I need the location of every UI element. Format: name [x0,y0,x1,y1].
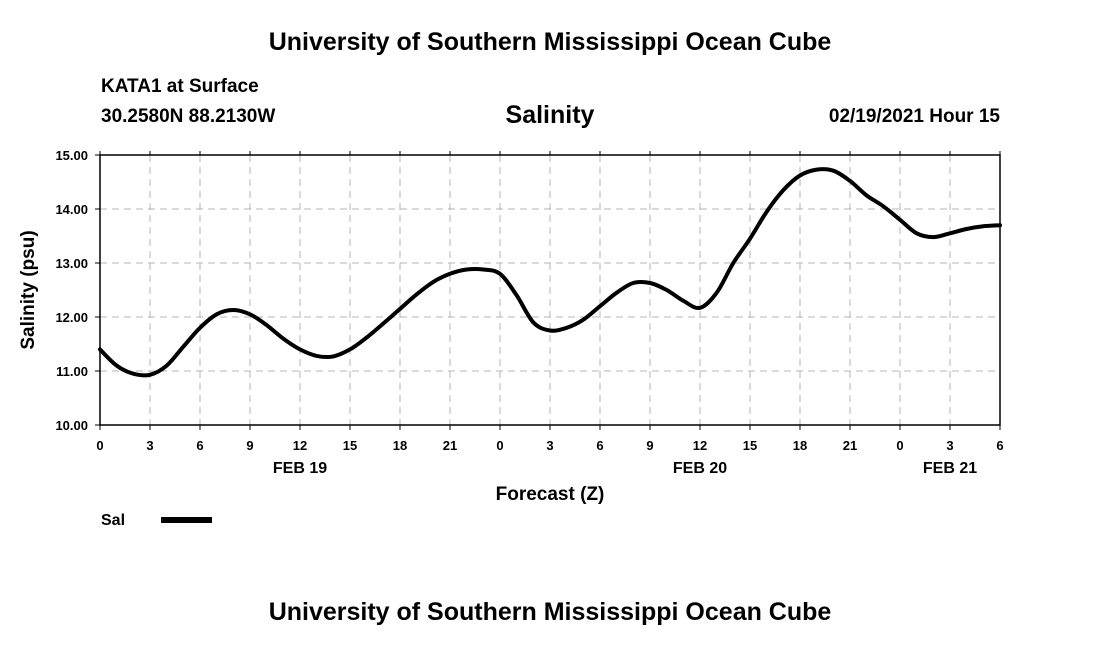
x-tick-label: 6 [196,438,203,453]
x-tick-label: 9 [246,438,253,453]
footer-title: University of Southern Mississippi Ocean… [268,598,832,626]
plot-frame [99,154,1001,426]
x-tick-label: 6 [996,438,1003,453]
grid-lines [100,155,1000,425]
y-tick-label: 10.00 [55,418,88,433]
y-axis-title: Salinity (psu) [18,230,39,349]
salinity-series-line [98,167,1002,378]
chart-title: Salinity [505,101,595,129]
x-axis-title: Forecast (Z) [496,484,605,505]
x-tick-label: 6 [596,438,603,453]
page-title: University of Southern Mississippi Ocean… [268,28,832,56]
x-tick-label: 15 [343,438,357,453]
y-tick-label: 12.00 [55,310,88,325]
x-tick-label: 12 [293,438,307,453]
forecast-timestamp: 02/19/2021 Hour 15 [828,106,1000,127]
x-tick-label: 15 [743,438,757,453]
x-tick-label: 18 [393,438,407,453]
x-tick-label: 18 [793,438,807,453]
x-tick-label: 0 [896,438,903,453]
station-coordinates: 30.2580N 88.2130W [101,106,276,127]
y-tick-label: 13.00 [55,256,88,271]
y-tick-label: 15.00 [55,148,88,163]
x-tick-label: 0 [96,438,103,453]
x-tick-labels: 0 3 6 9 12 15 18 21 0 3 6 9 12 15 18 21 0 3 6 [96,438,1003,453]
x-tick-label: 0 [496,438,503,453]
date-labels: FEB 19 FEB 20 FEB 21 [273,460,977,477]
date-label: FEB 19 [273,460,327,477]
x-tick-label: 9 [646,438,653,453]
x-tick-label: 12 [693,438,707,453]
station-label: KATA1 at Surface [101,76,259,97]
y-tick-label: 14.00 [55,202,88,217]
y-tick-labels: 10.00 11.00 12.00 13.00 14.00 15.00 [55,148,88,433]
date-label: FEB 20 [673,460,727,477]
date-label: FEB 21 [923,460,977,477]
x-tick-label: 3 [146,438,153,453]
x-tick-label: 21 [843,438,857,453]
x-tick-label: 3 [546,438,553,453]
y-tick-label: 11.00 [56,364,88,379]
legend-label: Sal [101,512,125,529]
x-tick-label: 21 [443,438,457,453]
x-tick-label: 3 [946,438,953,453]
